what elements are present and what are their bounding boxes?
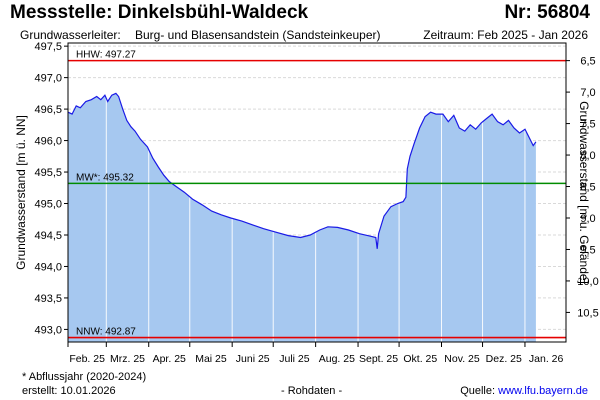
water-level-area bbox=[68, 93, 536, 343]
x-tick-label: Mrz. 25 bbox=[110, 353, 145, 365]
x-tick-label: Mai 25 bbox=[195, 353, 227, 365]
y-tick-label: 494,0 bbox=[34, 261, 62, 273]
reference-label-mw: MW*: 495.32 bbox=[76, 172, 134, 183]
y-tick-label: 495,0 bbox=[34, 199, 62, 211]
reference-label-hhw: HHW: 497.27 bbox=[76, 50, 136, 61]
x-tick-label: Aug. 25 bbox=[319, 353, 355, 365]
source-label: Quelle: bbox=[460, 385, 496, 397]
x-tick-label: Juni 25 bbox=[236, 353, 270, 365]
y2-tick-label: 9,5 bbox=[580, 244, 595, 256]
footnote: * Abflussjahr (2020-2024) bbox=[22, 371, 147, 383]
y2-tick-label: 9,0 bbox=[580, 213, 595, 225]
y-tick-label: 494,5 bbox=[34, 230, 62, 242]
x-tick-label: Dez. 25 bbox=[486, 353, 522, 365]
x-tick-label: Jan. 26 bbox=[529, 353, 564, 365]
y-tick-label: 497,0 bbox=[34, 73, 62, 85]
y-tick-label: 496,5 bbox=[34, 104, 62, 116]
period-label: Zeitraum: Feb 2025 - Jan 2026 bbox=[423, 28, 588, 42]
aquifer-value: Burg- und Blasensandstein (Sandsteinkeup… bbox=[135, 28, 381, 42]
aquifer-label: Grundwasserleiter: bbox=[20, 28, 121, 42]
y-tick-label: 493,0 bbox=[34, 324, 62, 336]
y2-tick-label: 10,5 bbox=[577, 307, 598, 319]
page-title: Messstelle: Dinkelsbühl-Waldeck bbox=[10, 2, 309, 23]
y-tick-label: 497,5 bbox=[34, 41, 62, 53]
y2-tick-label: 10,0 bbox=[577, 276, 598, 288]
y-tick-label: 495,5 bbox=[34, 167, 62, 179]
x-tick-label: Feb. 25 bbox=[69, 353, 105, 365]
x-tick-label: Apr. 25 bbox=[153, 353, 186, 365]
y-tick-label: 493,5 bbox=[34, 293, 62, 305]
y2-axis-label: Grundwasserstand [m u. Gelände] bbox=[577, 101, 591, 284]
y2-tick-label: 7,5 bbox=[580, 119, 595, 131]
y2-tick-label: 8,0 bbox=[580, 150, 595, 162]
source-link[interactable]: www.lfu.bayern.de bbox=[498, 385, 588, 397]
source: Quelle: www.lfu.bayern.de bbox=[460, 385, 588, 397]
rawdata-note: - Rohdaten - bbox=[281, 385, 343, 397]
plot-frame bbox=[67, 42, 567, 343]
station-number: Nr: 56804 bbox=[504, 2, 590, 23]
y2-tick-label: 8,5 bbox=[580, 182, 595, 194]
x-tick-label: Nov. 25 bbox=[444, 353, 480, 365]
x-tick-label: Sept. 25 bbox=[359, 353, 398, 365]
created-date: erstellt: 10.01.2026 bbox=[22, 385, 116, 397]
x-tick-label: Juli 25 bbox=[279, 353, 310, 365]
y2-tick-label: 6,5 bbox=[580, 56, 595, 68]
reference-label-nnw: NNW: 492.87 bbox=[76, 327, 136, 338]
y2-tick-label: 7,0 bbox=[580, 87, 595, 99]
water-level-line bbox=[67, 92, 537, 249]
y-axis-label: Grundwasserstand [m ü. NN] bbox=[14, 115, 28, 270]
x-tick-label: Okt. 25 bbox=[403, 353, 437, 365]
y-tick-label: 496,0 bbox=[34, 136, 62, 148]
